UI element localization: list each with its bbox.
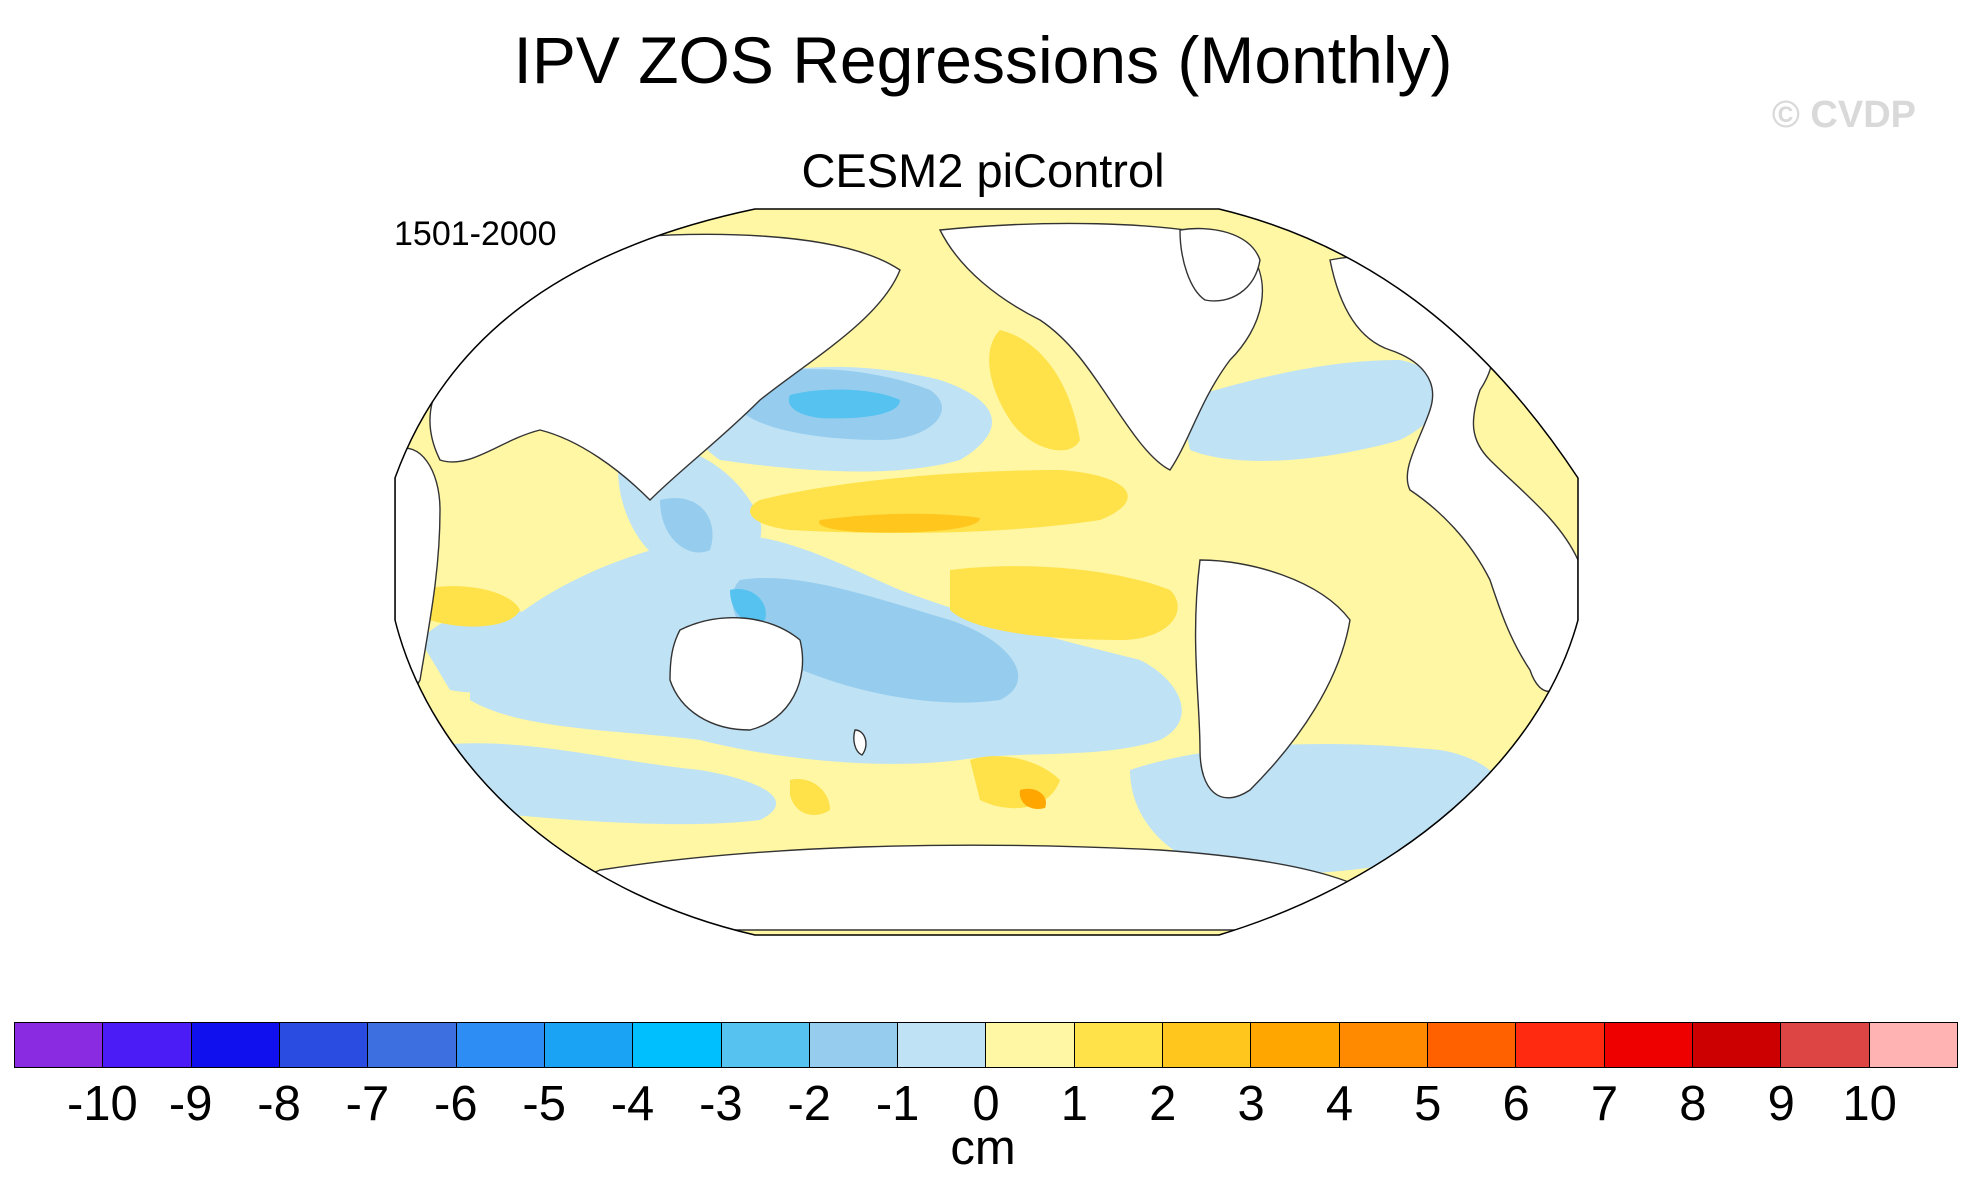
land-greenland <box>1179 227 1261 302</box>
colorbar-tick-label: -8 <box>257 1077 301 1131</box>
colorbar-tick-label: 8 <box>1679 1077 1707 1131</box>
colorbar-swatch <box>1251 1023 1340 1067</box>
period-label: 1501-2000 <box>394 215 557 253</box>
colorbar-swatch <box>15 1023 104 1067</box>
panel-subtitle: CESM2 piControl <box>801 144 1165 197</box>
colorbar-swatch <box>368 1023 457 1067</box>
colorbar-swatch <box>1163 1023 1252 1067</box>
colorbar-tick-label: 9 <box>1767 1077 1795 1131</box>
neg-region-swp-core <box>732 578 1019 703</box>
pos-region-alaska <box>989 330 1080 451</box>
colorbar-swatch <box>191 1023 280 1067</box>
colorbar-swatch <box>1516 1023 1605 1067</box>
colorbar-swatch <box>898 1023 987 1067</box>
colorbar-swatch <box>721 1023 810 1067</box>
regression-map <box>394 208 1579 936</box>
colorbar-tick-label: 10 <box>1842 1077 1897 1131</box>
land-new-zealand <box>853 729 867 756</box>
map-frame <box>394 208 1579 936</box>
neg-region-kuroshio-core <box>788 389 900 419</box>
colorbar-tick-label: -6 <box>434 1077 478 1131</box>
colorbar-tick-label: -1 <box>875 1077 920 1131</box>
neg-region-coral-sea <box>730 589 766 624</box>
colorbar-swatch <box>1428 1023 1517 1067</box>
colorbar-swatch <box>1869 1023 1957 1067</box>
colorbar-tick-label: -7 <box>345 1077 390 1131</box>
colorbar-swatch <box>1692 1023 1782 1067</box>
colorbar <box>14 1022 1958 1068</box>
land-australia <box>669 616 804 731</box>
pos-region-w-indian <box>420 586 520 627</box>
colorbar-swatch <box>279 1023 369 1067</box>
colorbar-tick-label: 4 <box>1325 1077 1354 1131</box>
colorbar-swatch <box>1604 1023 1693 1067</box>
neg-region-indonesia <box>660 498 713 553</box>
figure-title: IPV ZOS Regressions (Monthly) <box>513 23 1453 97</box>
neg-region-se-indian <box>420 608 560 693</box>
colorbar-swatch <box>544 1023 634 1067</box>
land-south-america <box>1194 559 1351 799</box>
colorbar-tick-label: 6 <box>1502 1077 1530 1131</box>
colorbar-swatch <box>809 1023 899 1067</box>
colorbar-swatch <box>1074 1023 1164 1067</box>
pos-core-subtropical-np <box>819 513 980 533</box>
colorbar-swatch <box>1339 1023 1428 1067</box>
colorbar-tick-label: 3 <box>1237 1077 1265 1131</box>
colorbar-swatch <box>103 1023 192 1067</box>
colorbar-tick-label: 7 <box>1590 1077 1619 1131</box>
colorbar-swatch <box>986 1023 1075 1067</box>
neg-region-north-atlantic <box>1180 360 1442 461</box>
pos-region-eq-pacific <box>950 566 1178 640</box>
colorbar-swatch <box>456 1023 545 1067</box>
colorbar-tick-label: -2 <box>787 1077 832 1131</box>
land-masses <box>395 222 1578 931</box>
colorbar-ticks: -10 -9 -8 -7 -6 -5 -4 -3 -2 -1 0 1 2 3 4 5 6 7 8 9 10 <box>0 1076 1966 1132</box>
colorbar-tick-label: -4 <box>610 1077 655 1131</box>
colorbar-swatch <box>633 1023 722 1067</box>
colorbar-tick-label: 5 <box>1414 1077 1442 1131</box>
colorbar-tick-label: 2 <box>1149 1077 1177 1131</box>
colorbar-tick-label: -3 <box>699 1077 743 1131</box>
colorbar-tick-label: 1 <box>1060 1077 1088 1131</box>
pos-core-southern-ocean <box>1019 788 1046 809</box>
colorbar-tick-label: -9 <box>168 1077 213 1131</box>
colorbar-tick-label: -10 <box>66 1077 138 1131</box>
watermark-text: © CVDP <box>1771 94 1916 136</box>
land-north-america <box>938 222 1264 471</box>
colorbar-tick-label: 0 <box>972 1077 1000 1131</box>
colorbar-swatch <box>1781 1023 1870 1067</box>
pos-region-tasman <box>790 779 830 815</box>
colorbar-tick-label: -5 <box>522 1077 566 1131</box>
colorbar-units: cm <box>950 1121 1016 1175</box>
